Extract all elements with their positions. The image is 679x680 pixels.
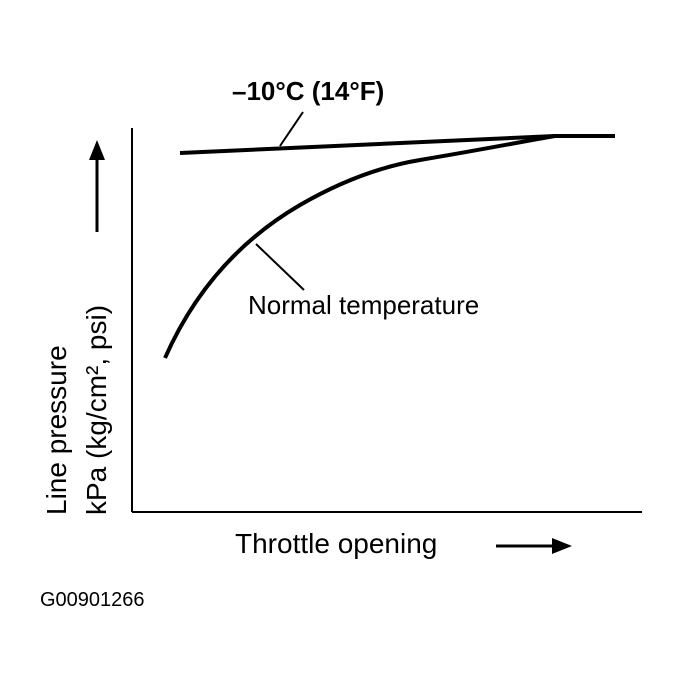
y-axis-unit-label: kPa (kg/cm², psi) bbox=[81, 305, 112, 515]
normal-label: Normal temperature bbox=[248, 290, 479, 320]
normal-curve bbox=[163, 134, 556, 359]
y-axis-label: Line pressure bbox=[41, 345, 72, 515]
x-arrow-head bbox=[552, 538, 572, 554]
x-axis-label: Throttle opening bbox=[235, 528, 437, 559]
cold-label: –10°C (14°F) bbox=[232, 76, 384, 106]
figure-id: G00901266 bbox=[40, 589, 145, 611]
leader-line bbox=[255, 243, 305, 291]
y-arrow-head bbox=[89, 140, 105, 160]
leader-line bbox=[279, 111, 304, 147]
